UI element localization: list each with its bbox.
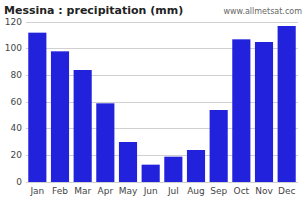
y-tick-label: 0 — [16, 177, 22, 187]
y-tick-label: 20 — [11, 150, 23, 160]
x-tick-label: Feb — [52, 186, 68, 196]
watermark: www.allmetsat.com — [224, 7, 303, 16]
y-grid — [26, 22, 298, 182]
bar — [142, 165, 160, 182]
x-tick-label: May — [119, 186, 138, 196]
page: {"chart_data": {"type": "bar", "title": … — [0, 0, 306, 200]
x-tick-label: Jan — [29, 186, 44, 196]
bar — [28, 33, 46, 182]
x-tick-label: Sep — [210, 186, 227, 196]
chart-title: Messina : precipitation (mm) — [4, 4, 183, 17]
x-tick-label: Aug — [187, 186, 205, 196]
x-tick-label: Oct — [234, 186, 250, 196]
bar — [278, 26, 296, 182]
bar — [187, 150, 205, 182]
bars — [28, 26, 295, 182]
x-tick-labels: Jan Feb Mar Apr May Jun Jul Aug Sep Oct Nov Dec — [29, 186, 295, 196]
grid-line — [26, 22, 298, 23]
x-tick-label: Dec — [278, 186, 295, 196]
x-tick-label: Mar — [74, 186, 91, 196]
x-tick-label: Jul — [167, 186, 179, 196]
x-tick-label: Nov — [255, 186, 273, 196]
y-tick-label: 60 — [11, 97, 23, 107]
chart-svg: 0 20 40 60 80 100 120 Jan Feb Mar Apr May Jun Jul Aug S… — [0, 0, 306, 200]
bar — [255, 42, 273, 182]
bar — [164, 157, 182, 182]
y-tick-label: 100 — [5, 43, 22, 53]
y-tick-label: 40 — [11, 123, 23, 133]
x-tick-label: Jun — [143, 186, 158, 196]
y-tick-label: 120 — [5, 17, 22, 27]
bar — [74, 70, 92, 182]
y-tick-label: 80 — [11, 70, 23, 80]
y-tick-labels: 0 20 40 60 80 100 120 — [5, 17, 22, 187]
bar — [51, 51, 69, 182]
bar — [119, 142, 137, 182]
bar — [232, 39, 250, 182]
x-tick-label: Apr — [98, 186, 114, 196]
bar — [210, 110, 228, 182]
bar — [96, 103, 114, 182]
chart-container: 0 20 40 60 80 100 120 Jan Feb Mar Apr May Jun Jul Aug S… — [0, 0, 306, 200]
